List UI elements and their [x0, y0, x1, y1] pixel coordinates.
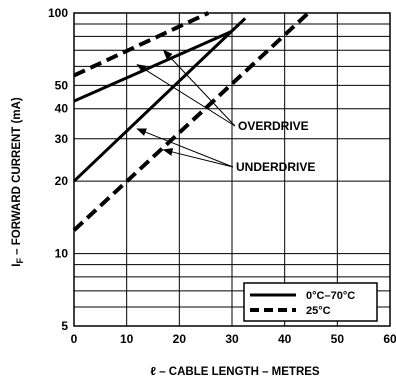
annotation-arrow — [162, 49, 236, 127]
x-tick-label: 60 — [383, 332, 396, 346]
annotation-layer: OVERDRIVE UNDERDRIVE — [136, 49, 315, 174]
y-axis-title-rest: – FORWARD CURRENT (mA) — [11, 97, 23, 258]
y-axis-title-subscript: F — [15, 258, 25, 264]
y-tick-label: 50 — [55, 78, 69, 92]
underdrive-label: UNDERDRIVE — [236, 160, 315, 174]
annotation-arrow — [162, 148, 234, 168]
legend-label: 0°C–70°C — [306, 290, 355, 302]
x-axis-title: ℓ – CABLE LENGTH – METRES — [150, 366, 320, 378]
x-tick-label: 30 — [225, 332, 239, 346]
x-tick-label: 10 — [120, 332, 134, 346]
y-tick-label: 30 — [55, 132, 69, 146]
x-tick-label: 40 — [278, 332, 292, 346]
x-tick-label: 20 — [173, 332, 187, 346]
plot-frame — [73, 12, 391, 327]
legend: 0°C–70°C 25°C — [243, 282, 378, 322]
y-tick-label: 40 — [55, 102, 69, 116]
legend-box — [243, 282, 378, 322]
annotation-arrow — [136, 128, 234, 168]
tick-labels: 0 10 20 30 40 50 60 5 10 20 30 40 50 100 — [48, 6, 396, 346]
series-layer — [72, 11, 310, 232]
y-axis-title: IF – FORWARD CURRENT (mA) — [11, 97, 25, 267]
y-tick-label: 100 — [48, 6, 68, 20]
y-axis-title-main: I — [11, 264, 23, 267]
grid — [74, 13, 390, 326]
series-line-0-70c — [72, 17, 247, 183]
x-tick-label: 0 — [71, 332, 78, 346]
overdrive-label: OVERDRIVE — [238, 119, 309, 133]
series-line-0-70c — [73, 29, 233, 103]
y-tick-label: 10 — [55, 247, 69, 261]
series-line-25c — [73, 11, 210, 78]
x-tick-label: 50 — [331, 332, 345, 346]
annotation-arrow — [136, 64, 236, 127]
y-tick-label: 20 — [55, 174, 69, 188]
y-tick-label: 5 — [61, 319, 68, 333]
legend-label: 25°C — [306, 305, 331, 317]
